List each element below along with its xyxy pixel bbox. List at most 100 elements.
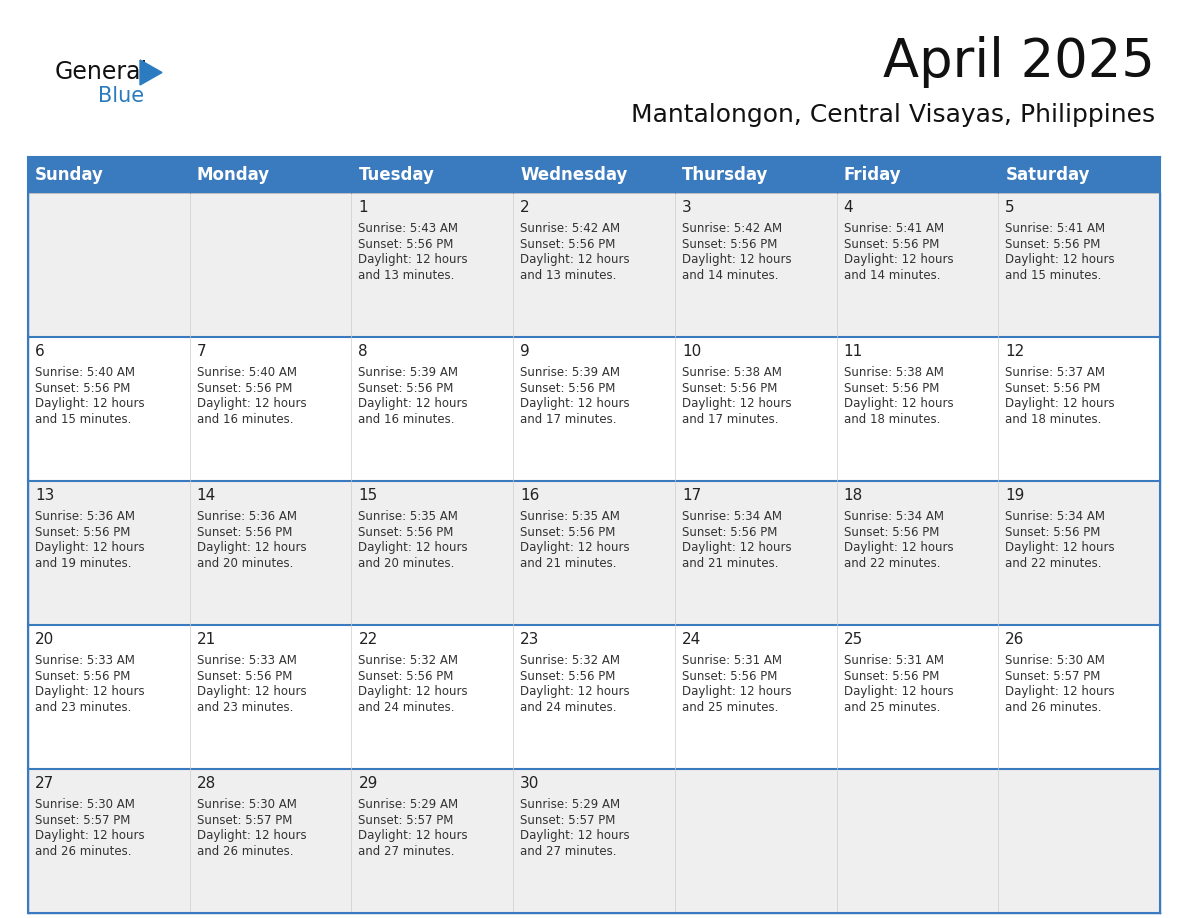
Text: Sunrise: 5:40 AM: Sunrise: 5:40 AM — [197, 366, 297, 379]
Text: Daylight: 12 hours: Daylight: 12 hours — [359, 253, 468, 266]
Text: Sunrise: 5:38 AM: Sunrise: 5:38 AM — [682, 366, 782, 379]
Text: Sunrise: 5:38 AM: Sunrise: 5:38 AM — [843, 366, 943, 379]
Text: and 21 minutes.: and 21 minutes. — [682, 556, 778, 569]
Text: Sunset: 5:56 PM: Sunset: 5:56 PM — [1005, 526, 1100, 539]
Text: Daylight: 12 hours: Daylight: 12 hours — [1005, 542, 1114, 554]
Text: 6: 6 — [34, 344, 45, 359]
Text: 29: 29 — [359, 776, 378, 791]
Text: and 20 minutes.: and 20 minutes. — [359, 556, 455, 569]
Text: 15: 15 — [359, 488, 378, 503]
Text: Daylight: 12 hours: Daylight: 12 hours — [682, 397, 791, 410]
Text: and 26 minutes.: and 26 minutes. — [197, 845, 293, 857]
Text: Sunset: 5:56 PM: Sunset: 5:56 PM — [34, 382, 131, 395]
Text: and 13 minutes.: and 13 minutes. — [520, 269, 617, 282]
Bar — [29, 157, 1159, 193]
Text: and 22 minutes.: and 22 minutes. — [843, 556, 940, 569]
Text: Sunrise: 5:29 AM: Sunrise: 5:29 AM — [359, 799, 459, 812]
Text: Sunrise: 5:31 AM: Sunrise: 5:31 AM — [682, 655, 782, 667]
Text: Sunset: 5:56 PM: Sunset: 5:56 PM — [1005, 238, 1100, 251]
Bar — [352, 193, 513, 337]
Text: 18: 18 — [843, 488, 862, 503]
Bar — [513, 337, 675, 481]
Text: Sunrise: 5:30 AM: Sunrise: 5:30 AM — [197, 799, 297, 812]
Text: and 19 minutes.: and 19 minutes. — [34, 556, 132, 569]
Bar — [998, 193, 1159, 337]
Text: 7: 7 — [197, 344, 207, 359]
Bar — [675, 193, 836, 337]
Text: and 23 minutes.: and 23 minutes. — [197, 700, 293, 713]
Text: 14: 14 — [197, 488, 216, 503]
Text: Sunrise: 5:37 AM: Sunrise: 5:37 AM — [1005, 366, 1105, 379]
Text: Sunset: 5:56 PM: Sunset: 5:56 PM — [843, 382, 939, 395]
Text: Daylight: 12 hours: Daylight: 12 hours — [520, 542, 630, 554]
Text: Sunset: 5:56 PM: Sunset: 5:56 PM — [197, 526, 292, 539]
Text: Sunset: 5:56 PM: Sunset: 5:56 PM — [682, 670, 777, 683]
Bar — [190, 337, 352, 481]
Text: Sunrise: 5:41 AM: Sunrise: 5:41 AM — [1005, 222, 1105, 235]
Text: Daylight: 12 hours: Daylight: 12 hours — [843, 542, 953, 554]
Text: Daylight: 12 hours: Daylight: 12 hours — [197, 829, 307, 842]
Text: and 25 minutes.: and 25 minutes. — [843, 700, 940, 713]
Bar — [190, 625, 352, 769]
Text: Sunrise: 5:30 AM: Sunrise: 5:30 AM — [1005, 655, 1105, 667]
Bar — [998, 625, 1159, 769]
Text: and 14 minutes.: and 14 minutes. — [843, 269, 940, 282]
Text: Sunrise: 5:32 AM: Sunrise: 5:32 AM — [359, 655, 459, 667]
Bar — [513, 769, 675, 913]
Text: 13: 13 — [34, 488, 55, 503]
Text: and 22 minutes.: and 22 minutes. — [1005, 556, 1101, 569]
Text: Thursday: Thursday — [682, 166, 769, 184]
Text: Sunset: 5:56 PM: Sunset: 5:56 PM — [359, 526, 454, 539]
Text: Sunset: 5:56 PM: Sunset: 5:56 PM — [520, 382, 615, 395]
Text: and 18 minutes.: and 18 minutes. — [843, 412, 940, 426]
Text: 11: 11 — [843, 344, 862, 359]
Text: 28: 28 — [197, 776, 216, 791]
Text: Sunrise: 5:42 AM: Sunrise: 5:42 AM — [682, 222, 782, 235]
Text: Daylight: 12 hours: Daylight: 12 hours — [520, 685, 630, 699]
Text: and 20 minutes.: and 20 minutes. — [197, 556, 293, 569]
Text: Sunrise: 5:31 AM: Sunrise: 5:31 AM — [843, 655, 943, 667]
Text: Saturday: Saturday — [1005, 166, 1089, 184]
Bar — [836, 337, 998, 481]
Text: 22: 22 — [359, 632, 378, 647]
Bar — [352, 481, 513, 625]
Text: Daylight: 12 hours: Daylight: 12 hours — [1005, 397, 1114, 410]
Text: Sunset: 5:56 PM: Sunset: 5:56 PM — [843, 526, 939, 539]
Text: Blue: Blue — [97, 86, 144, 106]
Bar — [675, 337, 836, 481]
Text: Daylight: 12 hours: Daylight: 12 hours — [682, 685, 791, 699]
Text: and 16 minutes.: and 16 minutes. — [197, 412, 293, 426]
Bar — [352, 337, 513, 481]
Text: Daylight: 12 hours: Daylight: 12 hours — [359, 685, 468, 699]
Bar — [29, 337, 190, 481]
Text: 10: 10 — [682, 344, 701, 359]
Text: Sunset: 5:56 PM: Sunset: 5:56 PM — [843, 670, 939, 683]
Text: 30: 30 — [520, 776, 539, 791]
Text: April 2025: April 2025 — [883, 36, 1155, 88]
Text: Sunrise: 5:34 AM: Sunrise: 5:34 AM — [843, 510, 943, 523]
Text: and 18 minutes.: and 18 minutes. — [1005, 412, 1101, 426]
Text: Daylight: 12 hours: Daylight: 12 hours — [682, 253, 791, 266]
Text: and 14 minutes.: and 14 minutes. — [682, 269, 778, 282]
Text: Sunset: 5:56 PM: Sunset: 5:56 PM — [682, 526, 777, 539]
Text: Sunset: 5:57 PM: Sunset: 5:57 PM — [359, 813, 454, 827]
Text: Sunset: 5:56 PM: Sunset: 5:56 PM — [843, 238, 939, 251]
Text: Sunset: 5:56 PM: Sunset: 5:56 PM — [359, 238, 454, 251]
Text: and 27 minutes.: and 27 minutes. — [359, 845, 455, 857]
Text: Daylight: 12 hours: Daylight: 12 hours — [359, 542, 468, 554]
Text: Daylight: 12 hours: Daylight: 12 hours — [520, 253, 630, 266]
Bar — [998, 769, 1159, 913]
Text: Sunrise: 5:40 AM: Sunrise: 5:40 AM — [34, 366, 135, 379]
Bar — [29, 481, 190, 625]
Text: Sunset: 5:56 PM: Sunset: 5:56 PM — [359, 382, 454, 395]
Text: and 16 minutes.: and 16 minutes. — [359, 412, 455, 426]
Text: 12: 12 — [1005, 344, 1024, 359]
Text: General: General — [55, 60, 148, 84]
Bar — [998, 337, 1159, 481]
Text: Daylight: 12 hours: Daylight: 12 hours — [34, 685, 145, 699]
Text: Daylight: 12 hours: Daylight: 12 hours — [520, 829, 630, 842]
Text: Daylight: 12 hours: Daylight: 12 hours — [359, 397, 468, 410]
Text: 27: 27 — [34, 776, 55, 791]
Text: Sunrise: 5:39 AM: Sunrise: 5:39 AM — [520, 366, 620, 379]
Text: Daylight: 12 hours: Daylight: 12 hours — [197, 542, 307, 554]
